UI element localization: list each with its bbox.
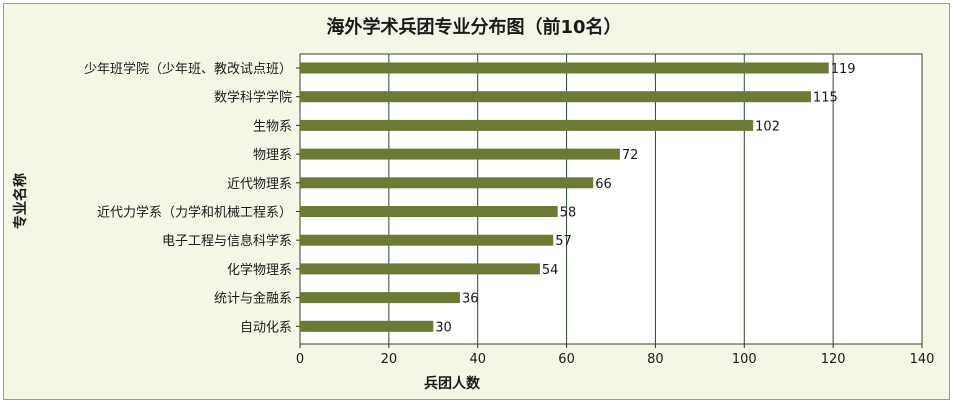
y-axis-title: 专业名称 — [12, 173, 29, 229]
x-tick-label: 140 — [910, 352, 935, 367]
data-label: 66 — [595, 177, 612, 192]
category-label: 化学物理系 — [227, 262, 292, 278]
chart-title: 海外学术兵团专业分布图（前10名） — [326, 16, 621, 38]
data-label: 54 — [542, 263, 559, 278]
x-tick-labels: 0 20 40 60 80 100 120 140 — [296, 344, 935, 367]
category-labels: 少年班学院（少年班、教改试点班） 数学科学学院生物系物理系近代物理系近代力学系（力… — [84, 61, 300, 335]
category-label: 自动化系 — [240, 320, 292, 335]
data-label: 30 — [435, 320, 452, 335]
x-tick-label: 0 — [296, 352, 304, 367]
chart-frame: 海外学术兵团专业分布图（前10名） 119 115 102 72 66 58 57 54 36 3… — [3, 3, 950, 400]
category-label: 生物系 — [253, 119, 292, 134]
data-label: 36 — [462, 292, 479, 307]
bar — [300, 148, 620, 160]
bar — [300, 320, 434, 332]
x-tick-label: 80 — [647, 352, 664, 367]
category-label: 近代力学系（力学和机械工程系） — [97, 205, 292, 221]
x-tick-label: 120 — [821, 352, 846, 367]
x-axis-title: 兵团人数 — [424, 375, 481, 392]
category-label: 近代物理系 — [227, 177, 292, 192]
data-label: 119 — [831, 62, 856, 77]
data-label: 102 — [755, 119, 780, 134]
bar — [300, 234, 554, 246]
data-label: 72 — [622, 148, 639, 163]
x-tick-label: 60 — [558, 352, 575, 367]
bar — [300, 177, 594, 189]
bar-chart: 海外学术兵团专业分布图（前10名） 119 115 102 72 66 58 57 54 36 3… — [12, 16, 935, 392]
bar — [300, 263, 540, 275]
bar — [300, 119, 754, 131]
x-tick-label: 40 — [469, 352, 486, 367]
bar — [300, 62, 829, 74]
bar — [300, 292, 460, 304]
category-label: 少年班学院（少年班、教改试点班） — [84, 61, 292, 77]
bar-series: 119 115 102 72 66 58 57 54 36 30 — [300, 62, 856, 335]
data-label: 57 — [555, 234, 572, 249]
bar — [300, 206, 558, 217]
bar — [300, 91, 811, 103]
x-tick-label: 20 — [381, 352, 398, 367]
category-label: 电子工程与信息科学系 — [162, 233, 292, 249]
x-tick-label: 100 — [732, 352, 757, 367]
category-label: 数学科学学院 — [214, 90, 292, 106]
category-label: 统计与金融系 — [214, 291, 292, 307]
category-label: 物理系 — [253, 148, 292, 163]
data-label: 115 — [813, 91, 838, 106]
data-label: 58 — [560, 206, 577, 221]
